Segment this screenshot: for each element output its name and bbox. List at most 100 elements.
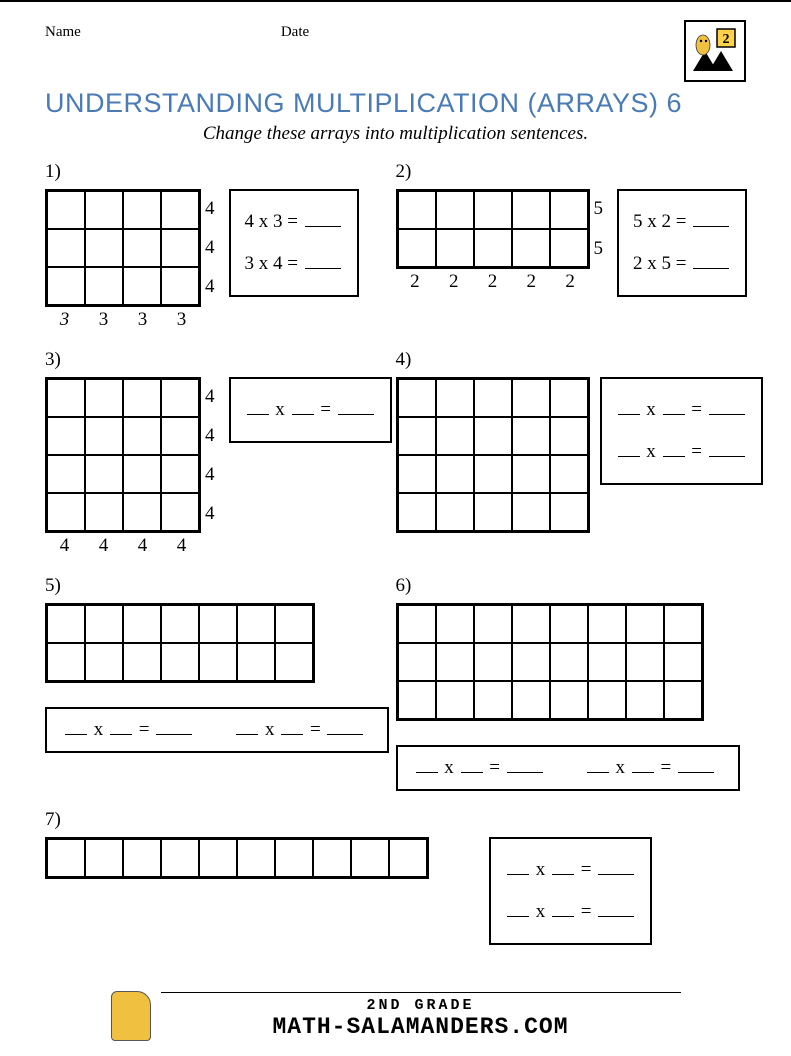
bottom-labels: 3333: [45, 309, 201, 331]
name-label: Name: [45, 24, 81, 41]
grid-cell: [85, 191, 123, 229]
name-date-labels: Name Date: [45, 20, 309, 41]
grid-cell: [474, 493, 512, 531]
equation-text: x =: [63, 719, 194, 741]
grid-cell: [85, 839, 123, 877]
side-label: 4: [205, 386, 215, 408]
problem-1: 1)44433334 x 3 = 3 x 4 =: [45, 161, 396, 331]
svg-text:2: 2: [723, 32, 730, 47]
grid-cell: [47, 605, 85, 643]
worksheet-page: Name Date 2 UNDERSTANDING MULTIPLICATION…: [0, 0, 791, 1056]
side-label: 4: [205, 276, 215, 298]
grid-cell: [47, 267, 85, 305]
grid-wrap: 4443333: [45, 189, 219, 331]
equation-text: x =: [505, 859, 636, 880]
grid-cell: [664, 681, 702, 719]
grid-cell: [474, 455, 512, 493]
grid-wrap: [45, 837, 429, 879]
grid-cell: [512, 417, 550, 455]
equation-text: 3 x 4 =: [245, 253, 343, 274]
grid-cell: [436, 643, 474, 681]
problem-number: 7): [45, 809, 746, 831]
grid-cell: [237, 605, 275, 643]
grid-cell: [199, 643, 237, 681]
grid-cell: [512, 681, 550, 719]
grid-cell: [275, 839, 313, 877]
array-grid: [45, 377, 201, 533]
answer-box: x = x =: [45, 707, 389, 753]
problem-number: 6): [396, 575, 747, 597]
grid-cell: [123, 839, 161, 877]
grid-cell: [474, 229, 512, 267]
grid-cell: [398, 681, 436, 719]
page-title: UNDERSTANDING MULTIPLICATION (ARRAYS) 6: [45, 88, 746, 119]
equation-text: x =: [414, 757, 545, 779]
grid-cell: [351, 839, 389, 877]
grid-cell: [664, 605, 702, 643]
footer: 2ND GRADE MATH-SALAMANDERS.COM: [45, 991, 746, 1046]
grid-cell: [588, 605, 626, 643]
grid-cell: [47, 417, 85, 455]
problem-number: 2): [396, 161, 747, 183]
answer-box: x = x =: [600, 377, 763, 485]
grid-cell: [512, 191, 550, 229]
grid-cell: [436, 417, 474, 455]
grid-cell: [47, 229, 85, 267]
bottom-label: 2: [396, 271, 434, 293]
bottom-label: 2: [435, 271, 473, 293]
footer-grade: 2ND GRADE: [161, 997, 681, 1014]
problem-7: 7) x = x =: [45, 809, 746, 945]
grid-cell: [123, 229, 161, 267]
equation-text: x =: [234, 719, 365, 741]
grid-wrap: 5522222: [396, 189, 608, 293]
array-grid: [396, 377, 590, 533]
grid-cell: [436, 455, 474, 493]
grid-wrap: [45, 603, 396, 683]
array-grid: [45, 603, 315, 683]
grid-cell: [85, 417, 123, 455]
bottom-label: 3: [163, 309, 201, 331]
grid-wrap: [396, 377, 590, 533]
salamander-icon: [111, 991, 151, 1041]
date-label: Date: [281, 24, 309, 41]
grid-cell: [474, 417, 512, 455]
grid-cell: [161, 605, 199, 643]
equation-text: x =: [585, 757, 716, 779]
problems-container: 1)44433334 x 3 = 3 x 4 = 2)55222225 x 2 …: [45, 161, 746, 963]
bottom-label: 4: [85, 535, 123, 557]
grid-cell: [47, 643, 85, 681]
equation-text: x =: [616, 399, 747, 420]
bottom-label: 2: [473, 271, 511, 293]
grid-cell: [550, 379, 588, 417]
bottom-label: 2: [512, 271, 550, 293]
grid-cell: [47, 839, 85, 877]
bottom-labels: 4444: [45, 535, 201, 557]
grid-cell: [161, 417, 199, 455]
grid-cell: [436, 229, 474, 267]
grid-cell: [436, 379, 474, 417]
bottom-label: 2: [551, 271, 589, 293]
grid-wrap: 44444444: [45, 377, 219, 557]
problem-number: 4): [396, 349, 747, 371]
grid-cell: [512, 493, 550, 531]
grid-cell: [474, 643, 512, 681]
equation-text: x =: [616, 441, 747, 462]
grid-cell: [123, 191, 161, 229]
logo-box: 2: [684, 20, 746, 82]
array-grid: [45, 189, 201, 307]
grid-cell: [550, 681, 588, 719]
grid-cell: [85, 379, 123, 417]
grid-cell: [47, 455, 85, 493]
bottom-label: 4: [163, 535, 201, 557]
grid-cell: [161, 643, 199, 681]
grid-cell: [161, 839, 199, 877]
grid-cell: [161, 493, 199, 531]
equation-text: 4 x 3 =: [245, 211, 343, 232]
footer-site: MATH-SALAMANDERS.COM: [161, 1014, 681, 1040]
grid-cell: [275, 605, 313, 643]
grid-cell: [512, 605, 550, 643]
grid-cell: [237, 839, 275, 877]
grid-cell: [123, 605, 161, 643]
answer-box: x = x =: [489, 837, 652, 945]
grid-cell: [398, 493, 436, 531]
